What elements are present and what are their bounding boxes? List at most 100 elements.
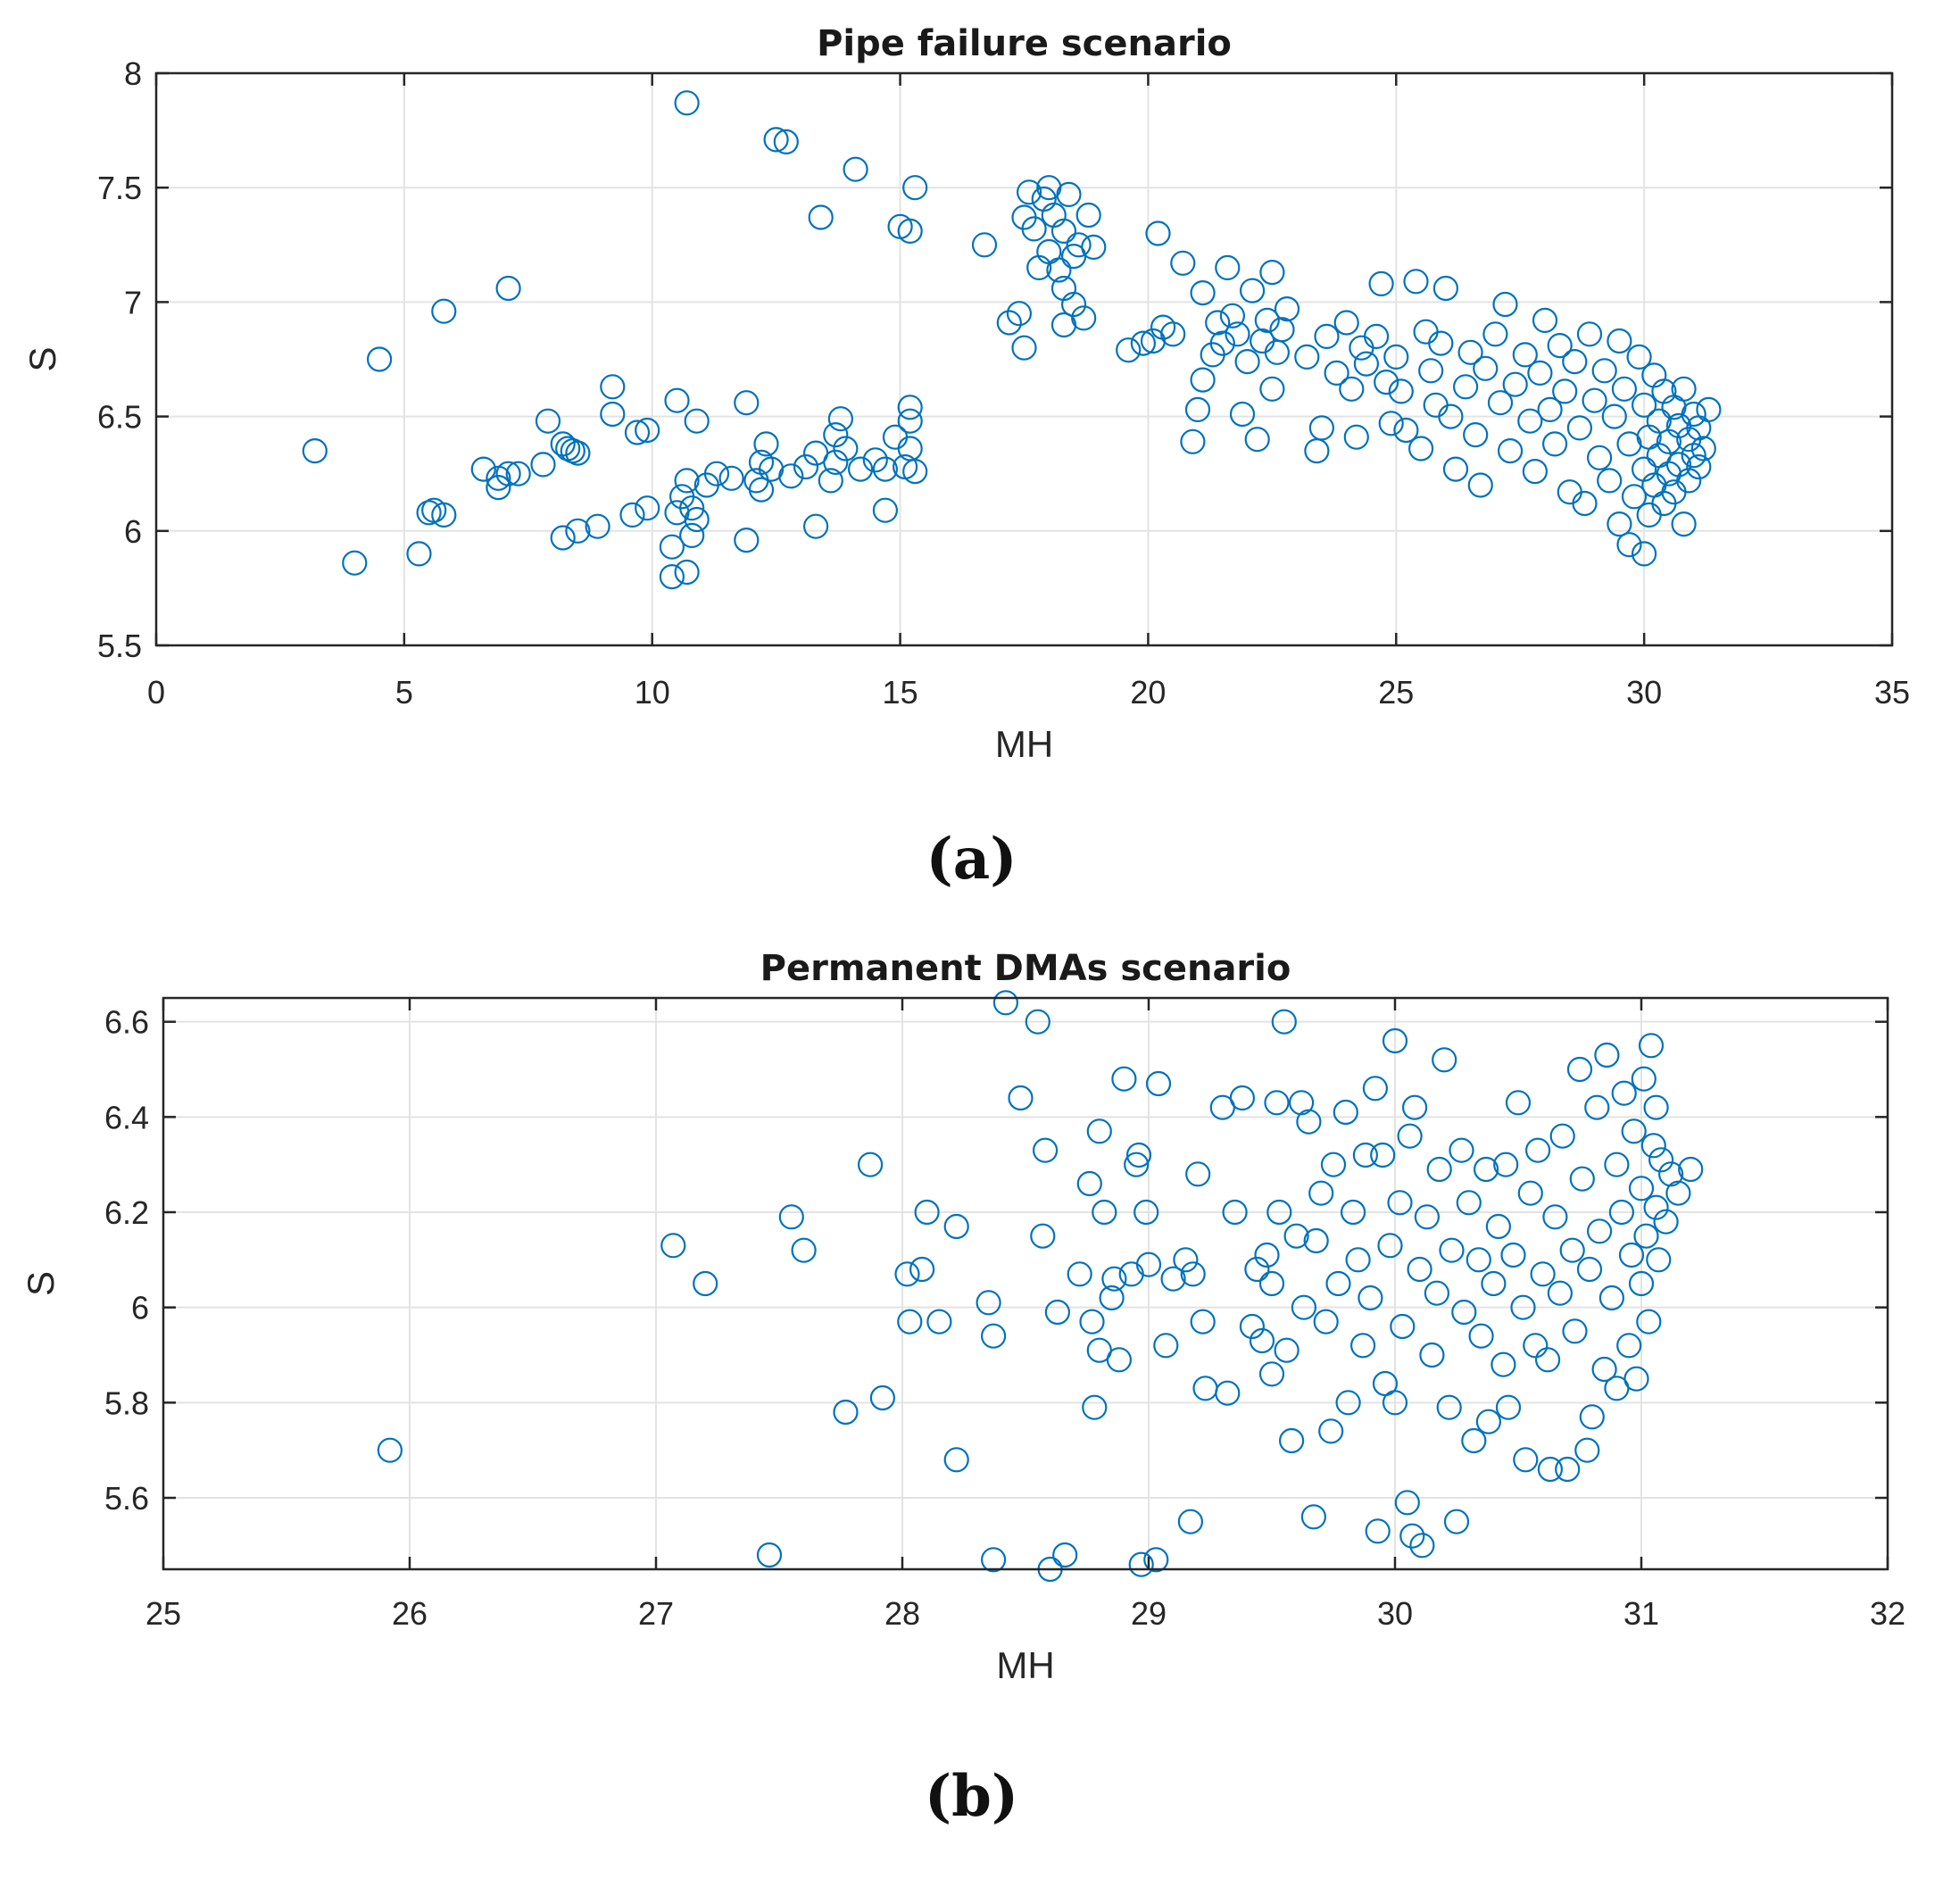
data-point [560, 438, 585, 464]
data-point [1377, 1233, 1403, 1259]
data-point [1436, 1394, 1462, 1420]
data-point [1439, 1237, 1465, 1263]
data-point [1345, 1247, 1371, 1273]
y-tick-label: 7 [124, 284, 142, 320]
data-point [872, 497, 899, 523]
data-point [1190, 280, 1216, 306]
data-point [1056, 181, 1082, 207]
panel-label-a: (a) [926, 826, 1017, 893]
data-point [756, 1542, 783, 1568]
data-point [684, 408, 710, 434]
data-point [660, 1233, 686, 1259]
data-point [1636, 502, 1662, 528]
data-point [535, 408, 561, 434]
data-point [1451, 1299, 1477, 1326]
data-point [1382, 1390, 1408, 1416]
data-point [1133, 1199, 1159, 1226]
data-point [1517, 1180, 1543, 1206]
data-point [857, 1152, 884, 1177]
data-point [1505, 1090, 1532, 1116]
data-point [1468, 1323, 1494, 1349]
data-point [1060, 291, 1087, 318]
data-point [1288, 1090, 1315, 1116]
data-point [1541, 431, 1568, 457]
data-point [406, 541, 432, 567]
data-point [1562, 349, 1588, 375]
data-point [635, 495, 660, 521]
data-point [1239, 278, 1266, 303]
y-tick-label: 6 [131, 1290, 149, 1326]
data-point [1180, 1261, 1206, 1287]
data-point [1513, 1447, 1539, 1473]
data-point [1278, 1427, 1305, 1454]
data-point [1690, 436, 1716, 461]
data-point [778, 1204, 804, 1230]
data-point [1473, 1156, 1499, 1183]
data-point [1264, 1090, 1290, 1116]
data-point [1021, 216, 1047, 242]
data-point [659, 534, 685, 560]
data-point [1591, 358, 1617, 384]
data-point [1390, 1313, 1416, 1340]
data-point [909, 1256, 935, 1283]
data-point [1349, 1333, 1376, 1359]
data-point [1177, 1509, 1204, 1534]
scatter-chart-pipe-failure: 0 5 10 15 20 25 30 35 5.5 6 6.5 7 7.5 8 Pipe failure s… [21, 23, 1910, 765]
data-point [718, 465, 744, 491]
data-point [1254, 307, 1280, 333]
x-tick-label: 20 [1130, 674, 1166, 711]
x-tick-label: 29 [1131, 1595, 1167, 1632]
y-tick-label: 7.5 [97, 170, 142, 206]
panel-label-b: (b) [924, 1763, 1019, 1830]
data-point [1052, 1542, 1078, 1568]
data-point [1335, 1390, 1361, 1416]
data-point [1534, 1347, 1561, 1373]
data-point [1461, 1427, 1487, 1454]
data-point [1542, 1204, 1568, 1230]
data-point [1628, 1176, 1655, 1201]
data-point [1555, 1456, 1581, 1483]
data-point [1643, 1094, 1669, 1120]
data-point [693, 1270, 718, 1297]
data-point [1493, 1152, 1519, 1177]
y-tick-label: 6.4 [104, 1099, 149, 1135]
data-point [1423, 392, 1449, 418]
data-point [1522, 458, 1549, 485]
data-point [1681, 401, 1706, 428]
data-point [943, 1447, 969, 1473]
data-point [1572, 490, 1598, 517]
data-point [1269, 317, 1295, 343]
data-point [1576, 321, 1603, 347]
data-point [1008, 1085, 1034, 1111]
data-point [763, 127, 789, 153]
data-point [1101, 1266, 1127, 1292]
data-point [1678, 1156, 1704, 1183]
data-point [1300, 1504, 1327, 1530]
data-point [1124, 1152, 1150, 1177]
data-point [1586, 445, 1613, 470]
data-point [684, 506, 710, 533]
data-point [1582, 387, 1607, 413]
data-point [1579, 1404, 1605, 1430]
chart-title: Pipe failure scenario [817, 23, 1232, 64]
data-point [1463, 422, 1489, 448]
data-point [943, 1213, 969, 1240]
data-point [1466, 1247, 1491, 1273]
data-point [833, 436, 859, 461]
data-point [827, 406, 854, 432]
data-point [600, 401, 626, 428]
data-point [996, 310, 1022, 336]
data-point [1671, 376, 1697, 402]
data-point [1219, 303, 1246, 328]
data-point [1041, 202, 1067, 229]
data-point [1475, 1409, 1502, 1434]
y-tick-label: 6.2 [104, 1194, 149, 1231]
data-point [495, 461, 521, 486]
data-point [1502, 371, 1528, 397]
data-point [1086, 1118, 1112, 1144]
data-point [897, 395, 923, 420]
data-point [976, 1290, 1001, 1316]
data-point [1006, 301, 1033, 327]
data-point [1130, 330, 1157, 356]
